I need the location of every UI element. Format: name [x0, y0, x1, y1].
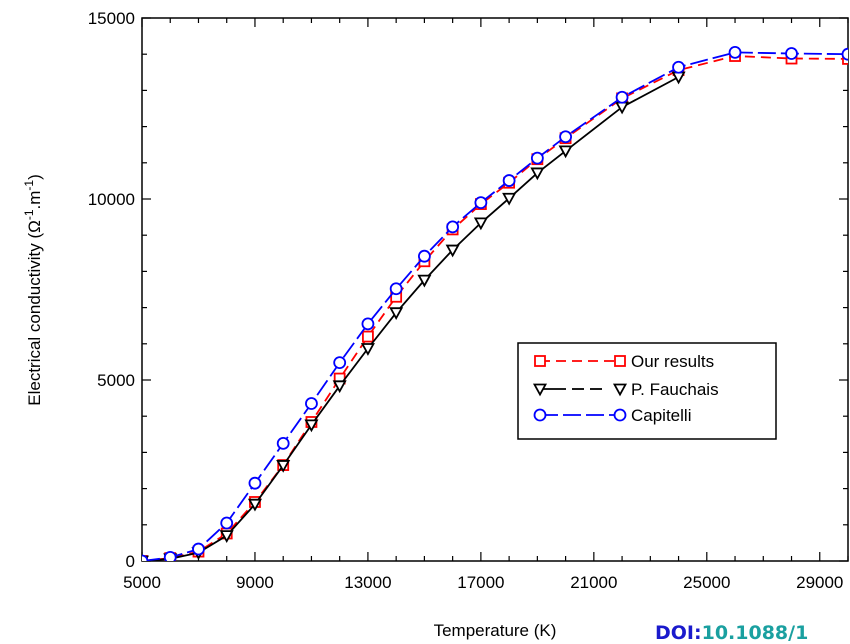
circle-marker [673, 62, 684, 73]
circle-marker [843, 49, 850, 60]
y-tick-label: 10000 [88, 190, 135, 209]
series-0 [137, 51, 850, 566]
circle-marker [447, 221, 458, 232]
circle-marker [278, 438, 289, 449]
series-line [142, 77, 679, 561]
x-axis-title: Temperature (K) [434, 621, 557, 640]
circle-marker [615, 410, 626, 421]
circle-marker [730, 47, 741, 58]
x-tick-label: 9000 [236, 573, 274, 592]
circle-marker [532, 153, 543, 164]
series-2 [137, 47, 850, 567]
legend-label: Our results [631, 352, 714, 371]
axis-ticks [142, 18, 848, 561]
x-tick-label: 13000 [344, 573, 391, 592]
circle-marker [475, 197, 486, 208]
x-tick-label: 25000 [683, 573, 730, 592]
circle-marker [193, 544, 204, 555]
circle-marker [786, 48, 797, 59]
legend-label: Capitelli [631, 406, 691, 425]
circle-marker [560, 131, 571, 142]
circle-marker [221, 517, 232, 528]
y-axis-title: Electrical conductivity (Ω-1.m-1) [22, 174, 44, 406]
series-1 [137, 73, 685, 567]
circle-marker [334, 357, 345, 368]
legend-label: P. Fauchais [631, 380, 719, 399]
series-line [142, 52, 848, 561]
legend: Our results P. Fauchais Capitelli [518, 343, 776, 439]
circle-marker [137, 556, 148, 567]
square-marker [615, 356, 625, 366]
circle-marker [504, 175, 515, 186]
plot-frame [142, 18, 848, 561]
square-marker [535, 356, 545, 366]
circle-marker [391, 283, 402, 294]
tick-labels: 5000 9000 13000 17000 21000 25000 29000 0 5000 10… [88, 9, 844, 592]
circle-marker [617, 92, 628, 103]
x-tick-label: 5000 [123, 573, 161, 592]
square-marker [363, 332, 373, 342]
y-tick-label: 5000 [97, 371, 135, 390]
y-tick-label: 0 [126, 552, 135, 571]
x-tick-label: 29000 [796, 573, 843, 592]
triangle-marker [673, 73, 684, 83]
circle-marker [249, 478, 260, 489]
y-tick-label: 15000 [88, 9, 135, 28]
series-line [142, 56, 848, 561]
series-layer [137, 47, 850, 567]
circle-marker [419, 251, 430, 262]
circle-marker [362, 318, 373, 329]
circle-marker [306, 398, 317, 409]
x-tick-label: 17000 [457, 573, 504, 592]
x-tick-label: 21000 [570, 573, 617, 592]
circle-marker [535, 410, 546, 421]
